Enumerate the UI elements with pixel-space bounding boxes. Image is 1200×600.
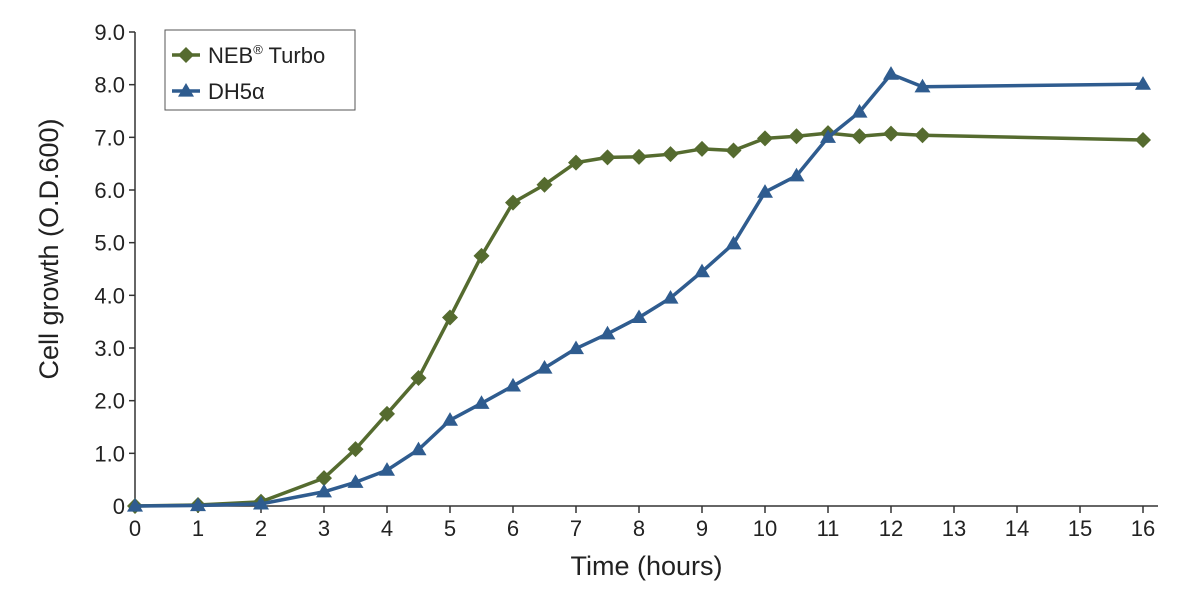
data-point [505,194,521,211]
legend-label: NEB® Turbo [208,42,325,68]
data-point [316,470,332,487]
x-tick-label: 10 [753,516,777,541]
y-tick-label: 8.0 [94,73,125,98]
y-tick-label: 1.0 [94,441,125,466]
data-point [851,128,868,145]
y-tick-label: 5.0 [94,231,125,256]
x-tick-label: 13 [942,516,966,541]
data-point [914,127,931,144]
x-tick-label: 14 [1005,516,1029,541]
data-point [316,483,332,498]
data-point [820,129,836,143]
y-tick-label: 2.0 [94,389,125,414]
y-tick-label: 4.0 [94,283,125,308]
y-tick-label: 6.0 [94,178,125,203]
data-point [694,263,710,278]
data-point [725,142,742,159]
legend-marker [178,47,194,63]
data-point [662,289,679,304]
axes: 01.02.03.04.05.06.07.08.09.00 1 2 3 4 5 6 7 8 9 10… [94,20,1158,541]
legend: NEB® Turbo DH5α [164,29,356,111]
data-point [253,495,269,510]
y-tick-label: 3.0 [94,336,125,361]
x-tick-label: 9 [696,516,708,541]
data-point [914,78,931,93]
data-point [1135,76,1151,90]
data-point [190,497,206,512]
y-tick-label: 9.0 [94,20,125,45]
data-point [599,149,616,166]
x-tick-label: 16 [1131,516,1155,541]
data-point [725,235,742,250]
data-point [536,360,553,374]
y-axis-title: Cell growth (O.D.600) [34,118,64,379]
data-point [883,125,899,142]
data-point [631,148,647,165]
data-point [757,130,773,147]
x-tick-label: 8 [633,516,645,541]
data-point [851,104,868,118]
x-tick-label: 12 [879,516,903,541]
data-point [410,441,427,456]
x-tick-label: 0 [129,516,141,541]
data-point [788,128,805,145]
data-point [442,309,458,326]
x-tick-label: 2 [255,516,267,541]
x-axis-title: Time (hours) [570,551,722,581]
data-point [883,66,899,80]
legend-box [164,29,356,111]
data-point [473,247,490,264]
x-tick-label: 4 [381,516,393,541]
data-point [127,498,143,512]
data-point [379,405,395,422]
data-point [1135,131,1151,148]
data-point [662,146,679,163]
data-point [568,340,584,355]
legend-label: DH5α [208,79,265,104]
legend-entry: NEB® Turbo [172,42,325,68]
y-tick-label: 7.0 [94,125,125,150]
data-point [788,167,805,182]
data-point [410,370,427,387]
data-point [379,462,395,476]
data-point [599,325,616,340]
data-point [347,441,364,458]
data-point [505,377,521,392]
data-point [536,176,553,193]
x-tick-label: 6 [507,516,519,541]
data-point [568,154,584,171]
series-dh5a [127,66,1151,512]
x-tick-label: 7 [570,516,582,541]
data-point [442,412,458,426]
data-point [473,395,490,409]
x-tick-label: 15 [1068,516,1092,541]
data-point [347,474,364,488]
x-tick-label: 1 [192,516,204,541]
data-point [631,309,647,324]
y-tick-label: 0 [113,494,125,519]
data-point [694,140,710,157]
legend-marker [178,83,194,97]
x-tick-label: 11 [817,516,840,541]
x-tick-label: 3 [318,516,330,541]
legend-entry: DH5α [172,79,265,104]
data-point [757,184,773,198]
x-tick-label: 5 [444,516,456,541]
series-layer [127,66,1151,514]
series-line [134,72,1144,508]
